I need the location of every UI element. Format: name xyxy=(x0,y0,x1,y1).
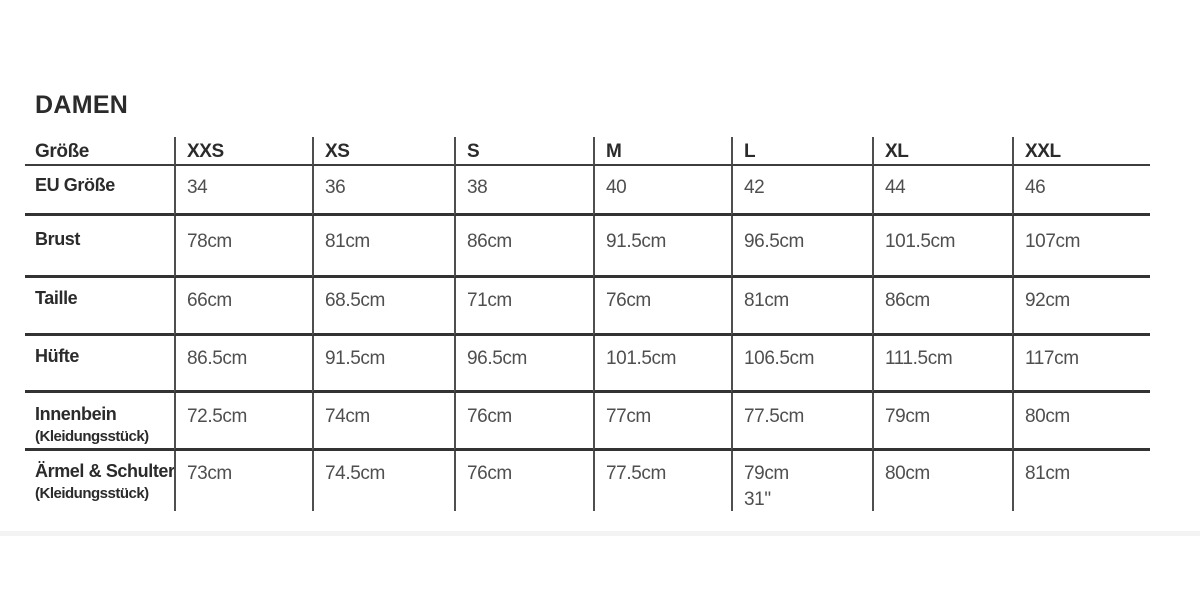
header-size-xl: XL xyxy=(872,137,1012,166)
value-cell: 81cm xyxy=(1012,451,1150,511)
header-size-xxl: XXL xyxy=(1012,137,1150,166)
row-label: Ärmel & Schulter (Kleidungsstück) xyxy=(25,451,174,511)
value-cell: 40 xyxy=(593,166,731,216)
row-label-text: Brust xyxy=(35,229,81,249)
value-cell: 34 xyxy=(174,166,312,216)
value-cell: 66cm xyxy=(174,278,312,336)
header-size-s: S xyxy=(454,137,593,166)
value-cell: 36 xyxy=(312,166,454,216)
row-label-text: Innenbein xyxy=(35,404,117,424)
header-size-xs: XS xyxy=(312,137,454,166)
value-cell: 86cm xyxy=(454,216,593,278)
header-size-xxs: XXS xyxy=(174,137,312,166)
value-cell: 101.5cm xyxy=(872,216,1012,278)
row-label-text: Hüfte xyxy=(35,346,79,366)
size-table: Größe XXS XS S M L XL XXL EU Größe 34 36… xyxy=(25,137,1150,511)
value-cell: 79cm xyxy=(872,393,1012,451)
value-cell: 101.5cm xyxy=(593,336,731,393)
row-label-text: Taille xyxy=(35,288,78,308)
value-cell: 74cm xyxy=(312,393,454,451)
value-cell: 68.5cm xyxy=(312,278,454,336)
value-cell: 91.5cm xyxy=(312,336,454,393)
value-cell: 76cm xyxy=(454,393,593,451)
value-cell: 92cm xyxy=(1012,278,1150,336)
value-cell: 96.5cm xyxy=(731,216,872,278)
value-cell: 80cm xyxy=(872,451,1012,511)
value-cell: 117cm xyxy=(1012,336,1150,393)
row-sublabel-text: (Kleidungsstück) xyxy=(35,428,149,445)
value-cell: 77.5cm xyxy=(593,451,731,511)
value-cell: 81cm xyxy=(731,278,872,336)
header-size-m: M xyxy=(593,137,731,166)
value-cell: 91.5cm xyxy=(593,216,731,278)
row-label: Hüfte xyxy=(25,336,174,393)
value-cell: 38 xyxy=(454,166,593,216)
value-cell: 106.5cm xyxy=(731,336,872,393)
row-sublabel-text: (Kleidungsstück) xyxy=(35,485,149,502)
row-label: EU Größe xyxy=(25,166,174,216)
row-label: Taille xyxy=(25,278,174,336)
header-groesse: Größe xyxy=(25,137,174,166)
row-label-text: Ärmel & Schulter xyxy=(35,461,174,481)
value-cell: 73cm xyxy=(174,451,312,511)
value-cell: 72.5cm xyxy=(174,393,312,451)
value-cell: 77cm xyxy=(593,393,731,451)
value-cell: 71cm xyxy=(454,278,593,336)
row-label: Brust xyxy=(25,216,174,278)
value-cell: 79cm 31" xyxy=(731,451,872,511)
value-cell: 74.5cm xyxy=(312,451,454,511)
value-cell: 76cm xyxy=(593,278,731,336)
value-cell: 80cm xyxy=(1012,393,1150,451)
page-title: DAMEN xyxy=(35,91,129,119)
value-cell: 46 xyxy=(1012,166,1150,216)
value-cell: 44 xyxy=(872,166,1012,216)
value-cell: 77.5cm xyxy=(731,393,872,451)
value-cell: 111.5cm xyxy=(872,336,1012,393)
value-cell: 86.5cm xyxy=(174,336,312,393)
value-cell: 78cm xyxy=(174,216,312,278)
value-cell: 42 xyxy=(731,166,872,216)
bottom-divider-stripe xyxy=(0,531,1200,536)
value-cell: 107cm xyxy=(1012,216,1150,278)
value-cell: 81cm xyxy=(312,216,454,278)
row-label: Innenbein (Kleidungsstück) xyxy=(25,393,174,451)
value-cell: 86cm xyxy=(872,278,1012,336)
header-size-l: L xyxy=(731,137,872,166)
value-cell: 76cm xyxy=(454,451,593,511)
row-label-text: EU Größe xyxy=(35,175,115,195)
value-cell: 96.5cm xyxy=(454,336,593,393)
